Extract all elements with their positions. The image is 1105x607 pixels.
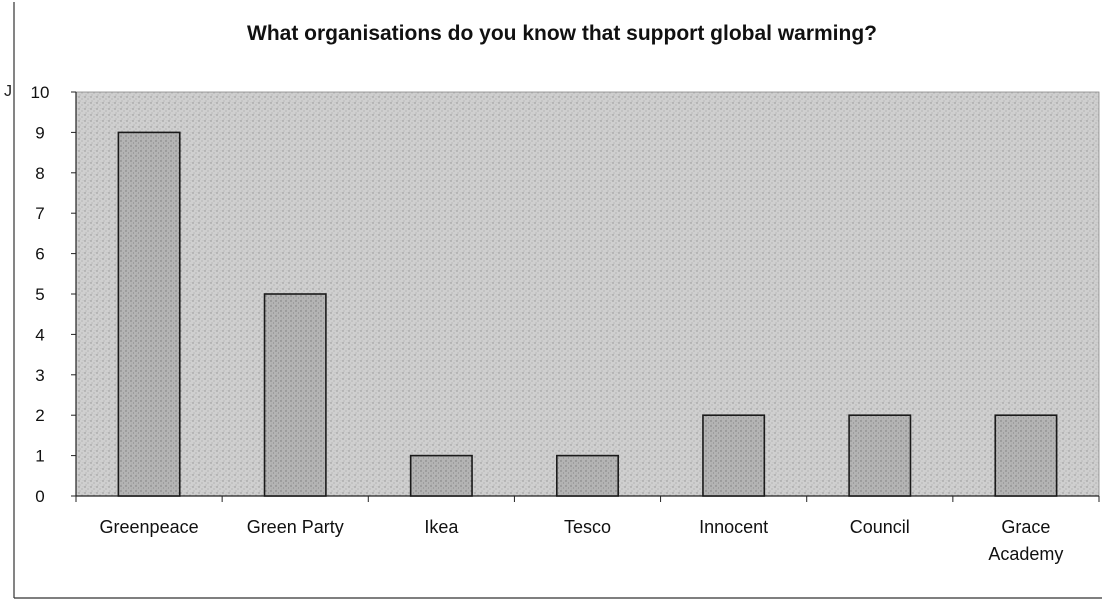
bar-innocent: [702, 414, 766, 497]
bar-grace-academy: [994, 414, 1058, 497]
x-axis-labels: Greenpeace Green Party Ikea Tesco Innocent Co…: [100, 517, 1064, 564]
bar-ikea: [409, 454, 473, 497]
x-axis-ticks: [75, 496, 1100, 502]
y-tick-label: 0: [35, 487, 44, 506]
bar-council: [848, 414, 912, 497]
bar-series: [117, 131, 1058, 497]
y-tick-label: 5: [35, 285, 44, 304]
x-category-label: Council: [850, 517, 910, 537]
scan-mark: J: [4, 83, 12, 100]
x-category-label: Innocent: [699, 517, 768, 537]
bar-greenpeace: [117, 131, 181, 497]
bar-green-party: [263, 293, 327, 497]
bar-tesco: [556, 454, 619, 497]
x-category-label: Tesco: [564, 517, 611, 537]
x-category-label: Ikea: [424, 517, 459, 537]
y-tick-label: 3: [35, 366, 44, 385]
x-category-label: Green Party: [247, 517, 344, 537]
plot-area: [75, 91, 1100, 497]
x-category-label: Grace Academy: [988, 517, 1063, 564]
chart-title: What organisations do you know that supp…: [247, 22, 877, 45]
y-tick-label: 10: [31, 83, 50, 102]
y-tick-label: 9: [35, 123, 44, 142]
y-tick-label: 1: [35, 447, 44, 466]
y-tick-label: 6: [35, 245, 44, 264]
y-tick-label: 7: [35, 204, 44, 223]
y-tick-label: 2: [35, 406, 44, 425]
y-axis-ticks: 0 1 2 3 4 5 6 7 8 9 10: [31, 83, 76, 506]
y-tick-label: 4: [35, 325, 44, 344]
x-category-label: Greenpeace: [100, 517, 199, 537]
y-tick-label: 8: [35, 164, 44, 183]
